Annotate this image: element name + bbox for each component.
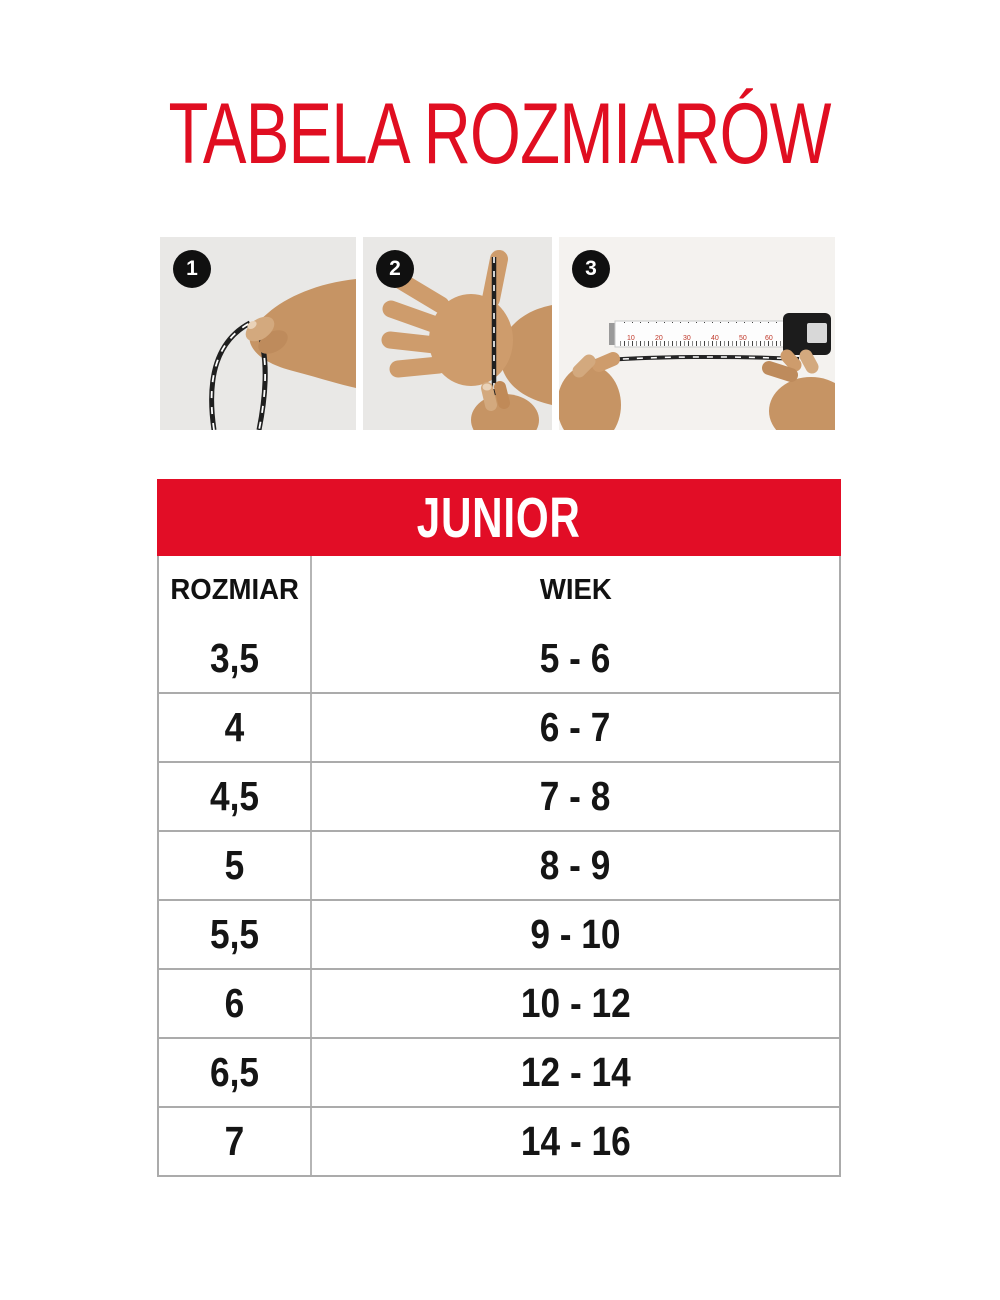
age-cell: 12 - 14	[312, 1039, 839, 1106]
measuring-steps: 1 2	[160, 237, 835, 430]
age-cell: 8 - 9	[312, 832, 839, 899]
size-cell: 3,5	[159, 625, 312, 692]
hand-holding-string-loop-icon	[209, 279, 356, 430]
age-value: 9 - 10	[530, 911, 621, 957]
age-value: 14 - 16	[520, 1118, 631, 1164]
age-value: 6 - 7	[540, 704, 611, 750]
table-group-label: JUNIOR	[417, 485, 581, 550]
size-value: 4,5	[209, 773, 260, 819]
table-row: 6 10 - 12	[159, 968, 839, 1037]
size-column-label: ROZMIAR	[170, 574, 299, 606]
age-column-header: WIEK	[312, 556, 839, 625]
size-value: 5	[224, 842, 245, 888]
table-header-row: ROZMIAR WIEK	[159, 556, 839, 625]
table-rows: 3,5 5 - 6 4 6 - 7 4,5 7 - 8 5 8 - 9 5,5 9 - 10 6 10…	[159, 625, 839, 1175]
size-cell: 4,5	[159, 763, 312, 830]
step-panel-3: 3 10 20 30 40 50 60	[559, 237, 835, 430]
age-value: 12 - 14	[520, 1049, 631, 1095]
age-value: 7 - 8	[540, 773, 611, 819]
age-cell: 9 - 10	[312, 901, 839, 968]
size-cell: 5,5	[159, 901, 312, 968]
age-cell: 10 - 12	[312, 970, 839, 1037]
size-table: JUNIOR ROZMIAR WIEK 3,5 5 - 6 4 6 - 7 4,5 7 -…	[157, 479, 841, 1177]
step-3-number: 3	[585, 257, 597, 280]
string-around-palm-icon	[381, 250, 552, 430]
size-value: 6,5	[209, 1049, 260, 1095]
step-2-badge: 2	[376, 250, 414, 288]
step-panel-1: 1	[160, 237, 356, 430]
age-value: 10 - 12	[520, 980, 631, 1026]
step-2-number: 2	[389, 257, 401, 280]
table-row: 5 8 - 9	[159, 830, 839, 899]
size-cell: 4	[159, 694, 312, 761]
table-grid: ROZMIAR WIEK 3,5 5 - 6 4 6 - 7 4,5 7 - 8 5 8 - …	[157, 556, 841, 1177]
svg-text:30: 30	[683, 335, 691, 342]
size-value: 7	[224, 1118, 245, 1164]
size-value: 3,5	[209, 635, 260, 681]
table-row: 5,5 9 - 10	[159, 899, 839, 968]
size-value: 4	[224, 704, 245, 750]
age-value: 5 - 6	[540, 635, 611, 681]
size-value: 5,5	[209, 911, 260, 957]
tape-measure-icon: 10 20 30 40 50 60	[559, 313, 835, 430]
size-cell: 7	[159, 1108, 312, 1175]
size-cell: 5	[159, 832, 312, 899]
step-1-badge: 1	[173, 250, 211, 288]
size-cell: 6,5	[159, 1039, 312, 1106]
svg-text:10: 10	[627, 335, 635, 342]
age-cell: 7 - 8	[312, 763, 839, 830]
page-title-text: TABELA ROZMIARÓW	[168, 86, 832, 182]
step-3-badge: 3	[572, 250, 610, 288]
size-cell: 6	[159, 970, 312, 1037]
age-cell: 14 - 16	[312, 1108, 839, 1175]
size-value: 6	[224, 980, 245, 1026]
size-column-header: ROZMIAR	[159, 556, 312, 625]
table-row: 7 14 - 16	[159, 1106, 839, 1175]
table-group-header: JUNIOR	[157, 479, 841, 556]
step-panel-2: 2	[363, 237, 552, 430]
step-1-number: 1	[186, 257, 198, 280]
svg-text:40: 40	[711, 335, 719, 342]
age-value: 8 - 9	[540, 842, 611, 888]
age-cell: 6 - 7	[312, 694, 839, 761]
age-column-label: WIEK	[539, 574, 612, 606]
svg-text:50: 50	[739, 335, 747, 342]
table-row: 3,5 5 - 6	[159, 625, 839, 692]
page-title: TABELA ROZMIARÓW	[0, 86, 1000, 182]
age-cell: 5 - 6	[312, 625, 839, 692]
svg-text:20: 20	[655, 335, 663, 342]
table-row: 4 6 - 7	[159, 692, 839, 761]
table-row: 4,5 7 - 8	[159, 761, 839, 830]
table-row: 6,5 12 - 14	[159, 1037, 839, 1106]
svg-text:60: 60	[765, 335, 773, 342]
